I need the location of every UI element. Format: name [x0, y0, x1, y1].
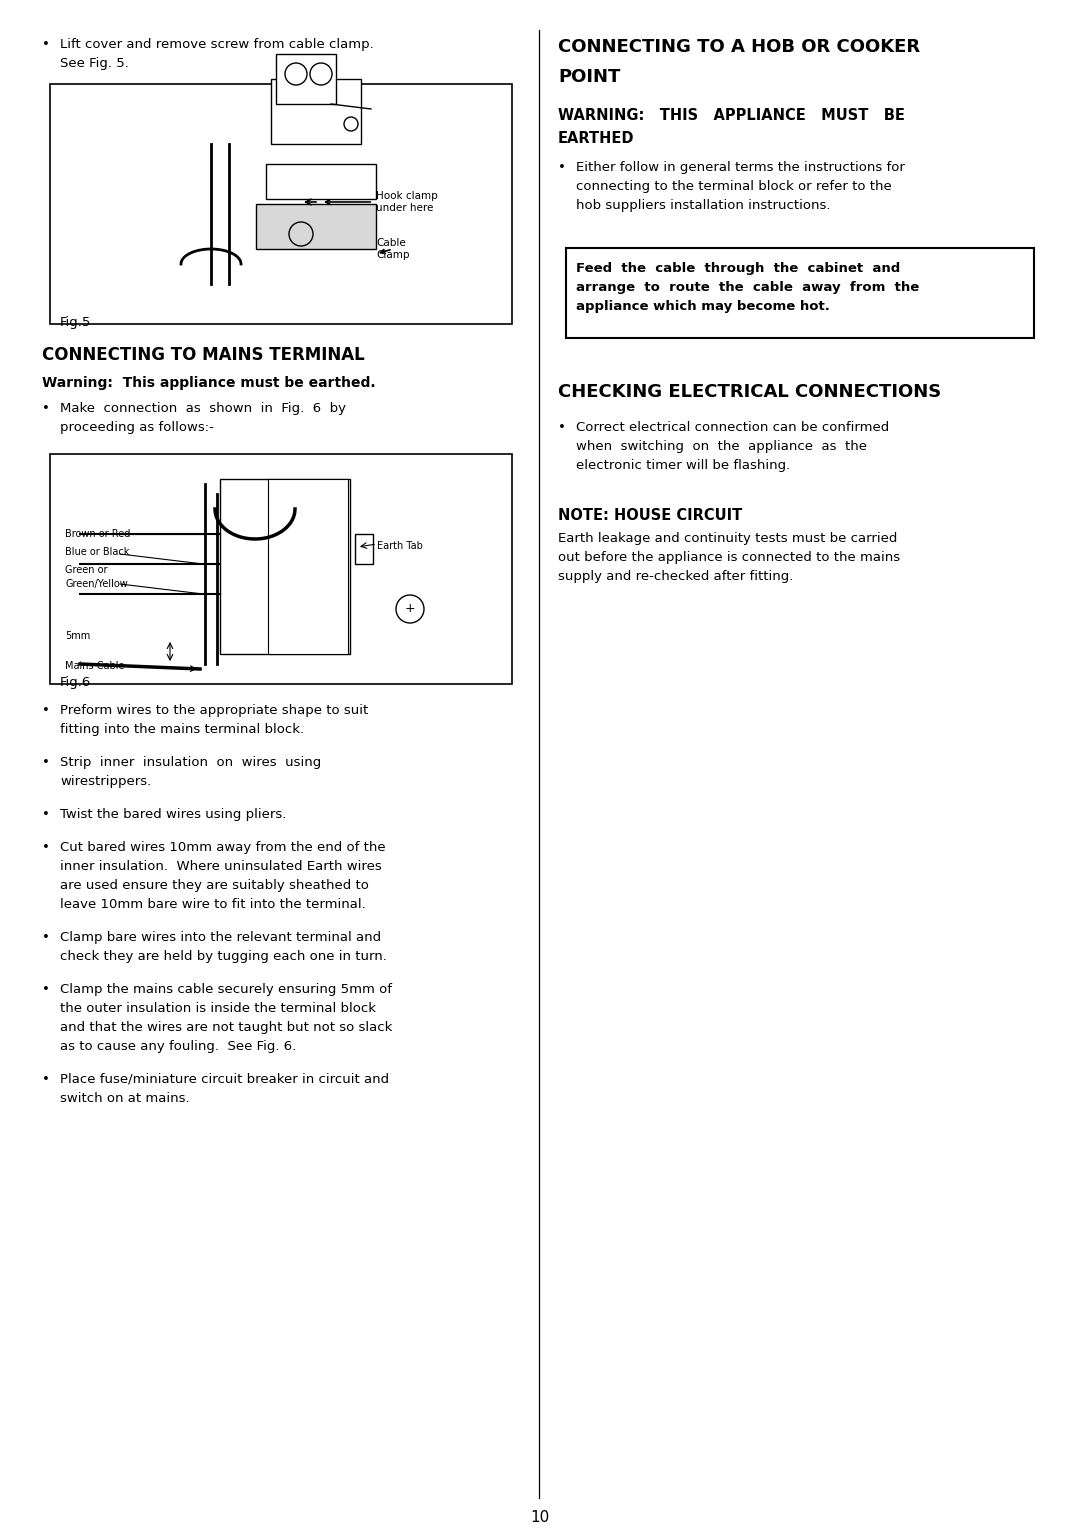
Bar — [566, 248, 1034, 338]
Text: Earth Tab: Earth Tab — [377, 541, 423, 552]
Text: CONNECTING TO MAINS TERMINAL: CONNECTING TO MAINS TERMINAL — [42, 345, 365, 364]
Text: Clamp bare wires into the relevant terminal and: Clamp bare wires into the relevant termi… — [60, 931, 381, 944]
Bar — [270, 626, 305, 642]
Text: leave 10mm bare wire to fit into the terminal.: leave 10mm bare wire to fit into the ter… — [60, 898, 366, 911]
Text: inner insulation.  Where uninsulated Earth wires: inner insulation. Where uninsulated Eart… — [60, 860, 381, 872]
Text: connecting to the terminal block or refer to the: connecting to the terminal block or refe… — [576, 180, 892, 193]
Text: fitting into the mains terminal block.: fitting into the mains terminal block. — [60, 723, 305, 736]
Bar — [312, 596, 337, 613]
Text: Warning:  This appliance must be earthed.: Warning: This appliance must be earthed. — [42, 376, 376, 390]
Text: •: • — [42, 983, 50, 996]
Text: Cut bared wires 10mm away from the end of the: Cut bared wires 10mm away from the end o… — [60, 840, 386, 854]
Text: •: • — [42, 402, 50, 416]
Text: CONNECTING TO A HOB OR COOKER: CONNECTING TO A HOB OR COOKER — [558, 38, 920, 57]
Text: •: • — [558, 422, 566, 434]
Bar — [276, 53, 336, 104]
Text: •: • — [42, 808, 50, 821]
Text: Fig.5: Fig.5 — [60, 316, 92, 329]
Bar — [266, 163, 376, 199]
Text: arrange  to  route  the  cable  away  from  the: arrange to route the cable away from the — [576, 281, 919, 293]
Text: Earth leakage and continuity tests must be carried: Earth leakage and continuity tests must … — [558, 532, 897, 545]
Bar — [270, 565, 305, 582]
Text: Clamp the mains cable securely ensuring 5mm of: Clamp the mains cable securely ensuring … — [60, 983, 392, 996]
Text: •: • — [558, 160, 566, 174]
Text: WARNING:   THIS   APPLIANCE   MUST   BE: WARNING: THIS APPLIANCE MUST BE — [558, 108, 905, 122]
Text: Hook clamp
under here: Hook clamp under here — [326, 191, 437, 212]
Bar — [271, 79, 361, 144]
Bar — [220, 478, 350, 654]
Text: and that the wires are not taught but not so slack: and that the wires are not taught but no… — [60, 1021, 392, 1034]
Text: Feed  the  cable  through  the  cabinet  and: Feed the cable through the cabinet and — [576, 261, 901, 275]
Text: 5mm: 5mm — [65, 631, 91, 642]
Bar — [50, 454, 512, 685]
Text: are used ensure they are suitably sheathed to: are used ensure they are suitably sheath… — [60, 879, 369, 892]
Bar — [268, 478, 348, 654]
Text: Blue or Black: Blue or Black — [65, 547, 130, 558]
Text: Strip  inner  insulation  on  wires  using: Strip inner insulation on wires using — [60, 756, 321, 769]
Text: •: • — [42, 1073, 50, 1086]
Bar — [312, 626, 337, 642]
Text: supply and re-checked after fitting.: supply and re-checked after fitting. — [558, 570, 794, 584]
Text: POINT: POINT — [558, 69, 620, 86]
Text: +: + — [405, 602, 416, 616]
Text: Place fuse/miniature circuit breaker in circuit and: Place fuse/miniature circuit breaker in … — [60, 1073, 389, 1086]
Bar — [312, 506, 337, 523]
Text: Preform wires to the appropriate shape to suit: Preform wires to the appropriate shape t… — [60, 704, 368, 717]
Text: CHECKING ELECTRICAL CONNECTIONS: CHECKING ELECTRICAL CONNECTIONS — [558, 384, 942, 400]
Text: EARTHED: EARTHED — [558, 131, 635, 147]
Text: •: • — [42, 931, 50, 944]
Bar — [256, 205, 376, 249]
Bar — [50, 84, 512, 324]
Text: as to cause any fouling.  See Fig. 6.: as to cause any fouling. See Fig. 6. — [60, 1041, 296, 1053]
Text: appliance which may become hot.: appliance which may become hot. — [576, 299, 829, 313]
Text: wirestrippers.: wirestrippers. — [60, 775, 151, 788]
Text: check they are held by tugging each one in turn.: check they are held by tugging each one … — [60, 950, 387, 963]
Bar — [270, 506, 305, 523]
Text: 10: 10 — [530, 1510, 550, 1525]
Text: hob suppliers installation instructions.: hob suppliers installation instructions. — [576, 199, 831, 212]
Text: •: • — [42, 38, 50, 50]
Bar — [312, 536, 337, 552]
Text: Green or: Green or — [65, 565, 108, 575]
Text: when  switching  on  the  appliance  as  the: when switching on the appliance as the — [576, 440, 867, 452]
Text: out before the appliance is connected to the mains: out before the appliance is connected to… — [558, 552, 900, 564]
Text: •: • — [42, 840, 50, 854]
Text: Cable
Clamp: Cable Clamp — [376, 238, 409, 260]
Text: •: • — [42, 704, 50, 717]
Text: Correct electrical connection can be confirmed: Correct electrical connection can be con… — [576, 422, 889, 434]
Text: Brown or Red: Brown or Red — [65, 529, 131, 539]
Bar — [355, 533, 373, 564]
Text: Twist the bared wires using pliers.: Twist the bared wires using pliers. — [60, 808, 286, 821]
Text: electronic timer will be flashing.: electronic timer will be flashing. — [576, 458, 791, 472]
Bar — [270, 596, 305, 613]
Bar — [312, 565, 337, 582]
Text: NOTE: HOUSE CIRCUIT: NOTE: HOUSE CIRCUIT — [558, 507, 742, 523]
Bar — [270, 536, 305, 552]
Text: switch on at mains.: switch on at mains. — [60, 1093, 190, 1105]
Text: Either follow in general terms the instructions for: Either follow in general terms the instr… — [576, 160, 905, 174]
Text: proceeding as follows:-: proceeding as follows:- — [60, 422, 214, 434]
Text: •: • — [42, 756, 50, 769]
Text: Mains Cable: Mains Cable — [65, 662, 124, 671]
Text: Make  connection  as  shown  in  Fig.  6  by: Make connection as shown in Fig. 6 by — [60, 402, 346, 416]
Text: Fig.6: Fig.6 — [60, 675, 91, 689]
Text: Green/Yellow: Green/Yellow — [65, 579, 127, 588]
Text: the outer insulation is inside the terminal block: the outer insulation is inside the termi… — [60, 1002, 376, 1015]
Text: See Fig. 5.: See Fig. 5. — [60, 57, 129, 70]
Text: Lift cover and remove screw from cable clamp.: Lift cover and remove screw from cable c… — [60, 38, 374, 50]
